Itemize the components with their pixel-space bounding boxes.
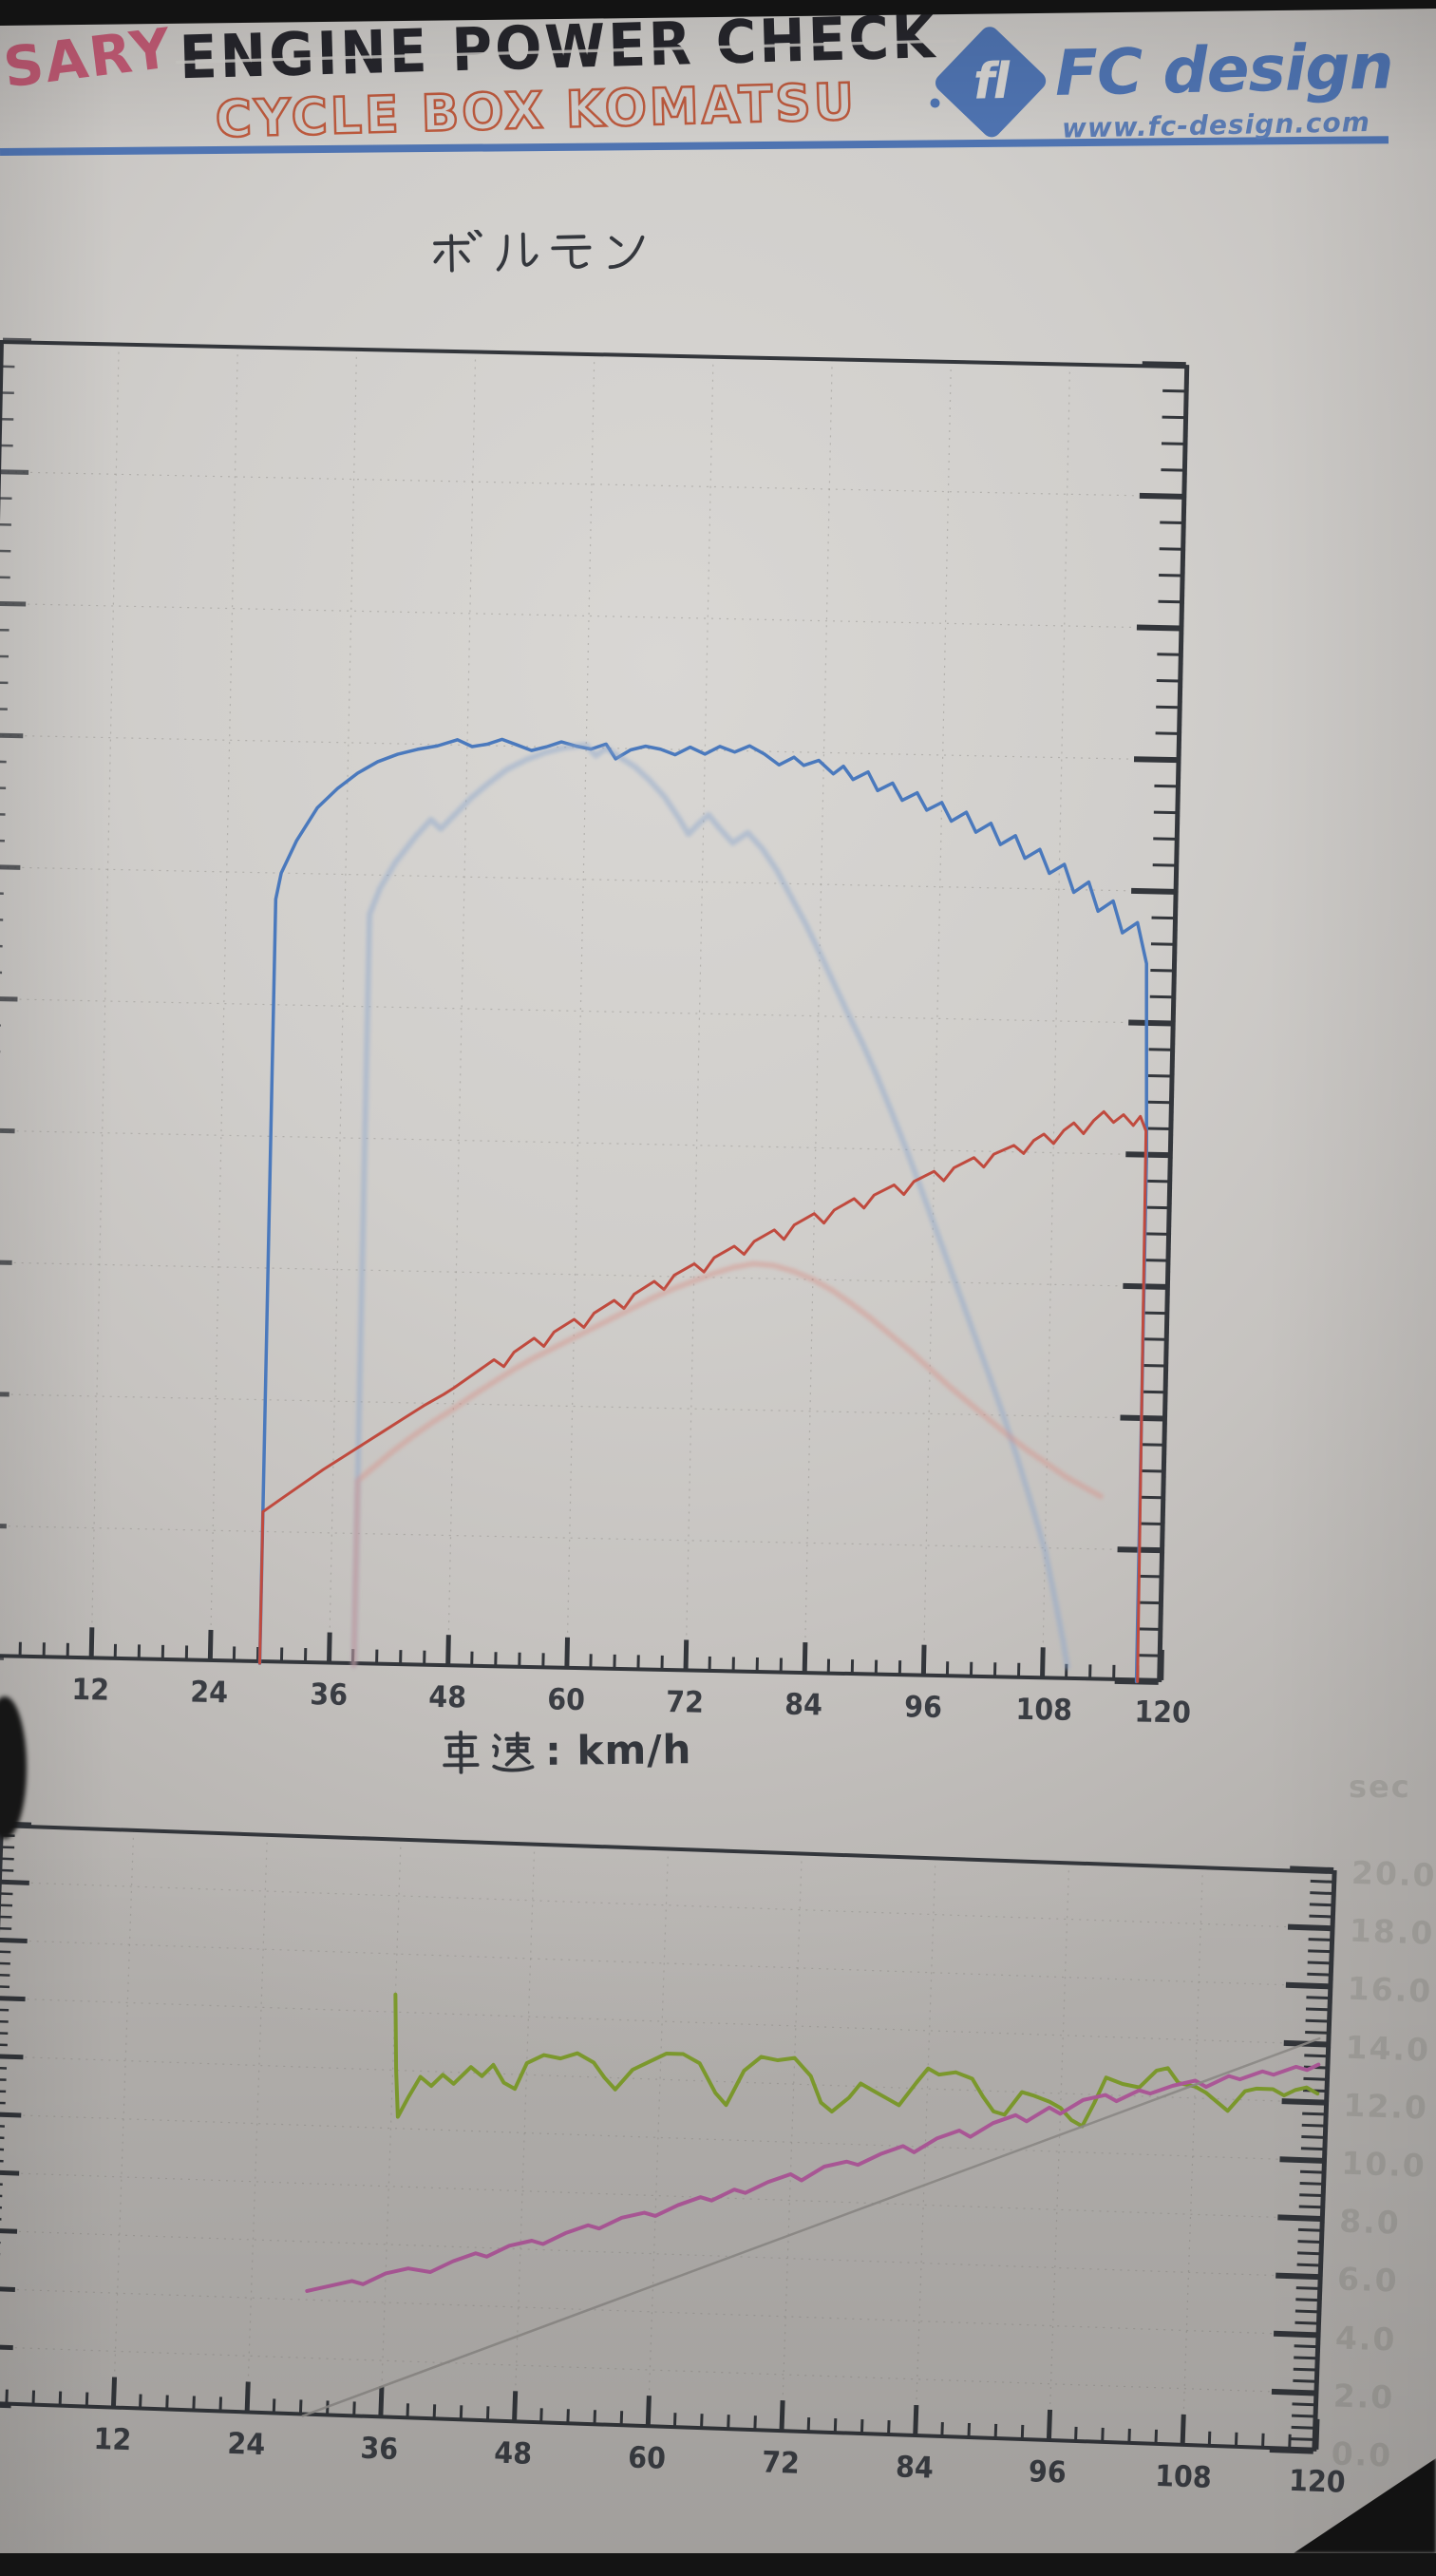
x-tick-label-48: 48 xyxy=(421,1680,474,1715)
cjk-glyph-ボ xyxy=(429,230,483,275)
y-tick-label-12.0: 12.0 xyxy=(1343,2086,1429,2126)
y-tick-label-0.0: 0.0 xyxy=(1331,2434,1417,2474)
x-tick-label-60: 60 xyxy=(620,2440,673,2476)
cjk-glyph-ル xyxy=(494,229,538,274)
x-tick-label-84: 84 xyxy=(778,1687,831,1722)
main-power-torque-plot xyxy=(0,340,1189,1682)
x-tick-label-36: 36 xyxy=(302,1677,355,1713)
y-tick-label-16.0: 16.0 xyxy=(1347,1970,1433,2010)
x-tick-label-12: 12 xyxy=(64,1673,117,1708)
logo-mark-text: fl xyxy=(948,39,1033,124)
y-tick-label-10.0: 10.0 xyxy=(1341,2145,1427,2185)
logo-dot-icon xyxy=(930,98,939,107)
y-tick-label-14.0: 14.0 xyxy=(1345,2028,1431,2068)
x-axis-title-latin: : km/h xyxy=(545,1726,692,1774)
x-tick-label-72: 72 xyxy=(754,2445,807,2481)
cjk-glyph-速 xyxy=(490,1729,538,1773)
x-tick-label-72: 72 xyxy=(658,1685,711,1720)
brand-url: www.fc-design.com xyxy=(1062,106,1370,144)
x-tick-label-24: 24 xyxy=(183,1675,236,1710)
x-tick-label-12: 12 xyxy=(85,2422,139,2458)
header-left-fragment: SARY xyxy=(0,15,176,100)
brand-name: FC design xyxy=(1054,29,1393,109)
y-tick-label-4.0: 4.0 xyxy=(1334,2319,1421,2358)
x-tick-label-108: 108 xyxy=(1155,2459,1208,2495)
time-trace-plot xyxy=(0,1824,1336,2452)
series-green-trace xyxy=(391,1995,1320,2150)
cjk-glyph-ン xyxy=(604,226,649,271)
run-title xyxy=(429,226,648,275)
x-tick-label-96: 96 xyxy=(1021,2454,1074,2491)
x-tick-label-24: 24 xyxy=(219,2426,273,2462)
x-tick-label-120: 120 xyxy=(1134,1695,1187,1730)
series-power-current xyxy=(259,734,1156,1681)
series-gray-reference-line xyxy=(303,2003,1320,2451)
x-tick-label-60: 60 xyxy=(539,1682,593,1717)
y-tick-label-6.0: 6.0 xyxy=(1336,2261,1423,2301)
x-tick-label-36: 36 xyxy=(352,2431,406,2467)
x-tick-label-48: 48 xyxy=(486,2435,539,2472)
series-magenta-trace xyxy=(307,2030,1318,2326)
series-power-previous-ghost xyxy=(354,741,1086,1680)
x-tick-label-84: 84 xyxy=(887,2450,940,2486)
x-axis-title: : km/h xyxy=(439,1726,692,1775)
series-torque-current xyxy=(259,1094,1149,1681)
main-chart: 12 24 36 48 60 72 84 96 108 120 xyxy=(0,340,1436,1766)
y-tick-label-8.0: 8.0 xyxy=(1339,2203,1426,2243)
series-torque-previous-ghost xyxy=(354,1256,1105,1681)
y-tick-label-20.0: 20.0 xyxy=(1351,1854,1436,1894)
cjk-glyph-車 xyxy=(439,1730,482,1773)
y-tick-label-2.0: 2.0 xyxy=(1332,2377,1419,2416)
x-tick-label-96: 96 xyxy=(897,1690,950,1725)
sec-unit-label: sec xyxy=(1349,1769,1411,1805)
y-tick-label-18.0: 18.0 xyxy=(1349,1912,1435,1952)
cjk-glyph-モ xyxy=(549,227,594,272)
x-tick-label-108: 108 xyxy=(1015,1693,1068,1728)
